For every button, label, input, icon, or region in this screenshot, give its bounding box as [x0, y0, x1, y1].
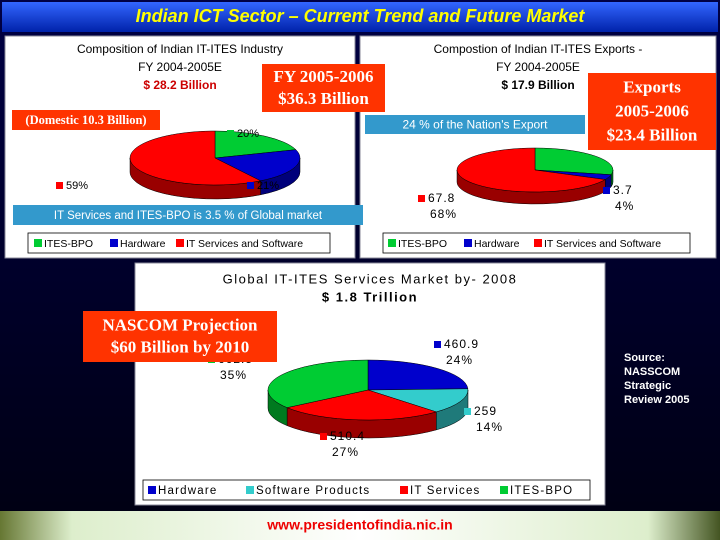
- source-line: Review 2005: [624, 394, 689, 406]
- value-number: 259: [474, 404, 497, 418]
- pie-chart: Global IT-ITES Services Market by- 2008 $…: [83, 271, 591, 501]
- legend-swatch: [388, 239, 396, 247]
- source-line: Source:: [624, 352, 665, 364]
- label-swatch: [418, 195, 425, 202]
- value-number: 3.7: [613, 183, 633, 197]
- value-label: 27%: [332, 445, 359, 459]
- annotation-box: [13, 205, 363, 225]
- label-swatch: [603, 187, 610, 194]
- value-number: 510.4: [330, 429, 365, 443]
- legend-swatch: [148, 486, 156, 494]
- legend-swatch: [34, 239, 42, 247]
- value-number: 460.9: [444, 337, 479, 351]
- chart-title: Composition of Indian IT-ITES Industry: [77, 42, 283, 56]
- legend-swatch: [176, 239, 184, 247]
- label-swatch: [227, 130, 234, 137]
- slice: [214, 130, 297, 159]
- value-label: 20%: [237, 128, 259, 140]
- chart-subtitle: FY 2004-2005E: [138, 60, 222, 74]
- legend-label: Software Products: [256, 485, 370, 497]
- chart-subtitle: FY 2004-2005E: [496, 60, 580, 74]
- legend-label: IT Services: [410, 485, 481, 497]
- value-label: 24%: [446, 353, 473, 367]
- slice: [367, 388, 469, 413]
- value-label: 21%: [257, 180, 279, 192]
- chart-title: Compostion of Indian IT-ITES Exports -: [434, 42, 643, 56]
- legend-label: IT Services and Software: [544, 238, 661, 250]
- slice: [367, 359, 469, 391]
- chart-subtitle: $ 1.8 Trillion: [322, 289, 418, 304]
- slide-title: Indian ICT Sector – Current Trend and Fu…: [136, 6, 586, 26]
- annotation-box: [12, 110, 160, 130]
- source-line: Strategic: [624, 380, 671, 392]
- slice: [286, 389, 438, 421]
- annotation-text: $60 Billion by 2010: [111, 337, 249, 356]
- label-swatch: [247, 182, 254, 189]
- legend-swatch: [464, 239, 472, 247]
- chart-title: Global IT-ITES Services Market by- 2008: [223, 271, 518, 286]
- value-number: 67.8: [428, 191, 455, 205]
- value-label: 59%: [66, 180, 88, 192]
- annotation-box: [365, 115, 585, 134]
- annotation-text: $23.4 Billion: [607, 125, 698, 144]
- header-bar: [2, 2, 718, 32]
- legend-swatch: [110, 239, 118, 247]
- source-line: NASSCOM: [624, 366, 680, 378]
- legend-swatch: [500, 486, 508, 494]
- legend-label: ITES-BPO: [398, 238, 447, 250]
- label-swatch: [464, 408, 471, 415]
- pie-chart: Compostion of Indian IT-ITES Exports - FY…: [365, 42, 716, 254]
- footer-url: www.presidentofindia.nic.in: [266, 517, 452, 533]
- annotation-text: 24 % of the Nation's Export: [402, 118, 548, 132]
- annotation-text: FY 2005-2006: [274, 67, 374, 86]
- label-swatch: [320, 433, 327, 440]
- annotation-box: [262, 64, 385, 112]
- slice: [267, 359, 369, 408]
- label-swatch: [56, 182, 63, 189]
- slice: [129, 130, 262, 186]
- legend-label: Hardware: [120, 238, 166, 250]
- legend-swatch: [246, 486, 254, 494]
- label-swatch: [434, 341, 441, 348]
- footer-bar: [0, 511, 720, 540]
- annotation-text: IT Services and ITES-BPO is 3.5 % of Glo…: [54, 210, 323, 222]
- legend-label: IT Services and Software: [186, 238, 303, 250]
- value-label: 68%: [430, 207, 457, 221]
- legend-label: Hardware: [474, 238, 520, 250]
- annotation-text: Exports: [623, 77, 681, 96]
- value-label: 35%: [220, 368, 247, 382]
- legend-swatch: [400, 486, 408, 494]
- annotation-text: $36.3 Billion: [278, 89, 369, 108]
- annotation-text: NASCOM Projection: [102, 315, 258, 334]
- annotation-box: [83, 311, 277, 362]
- legend-box: [142, 479, 591, 501]
- legend-label: Hardware: [158, 485, 217, 497]
- legend-label: ITES-BPO: [510, 485, 573, 497]
- chart-subtitle: $ 17.9 Billion: [501, 78, 574, 92]
- slice: [214, 149, 301, 182]
- annotation-box: [588, 73, 716, 150]
- chart-subtitle: $ 28.2 Billion: [143, 78, 216, 92]
- annotation-text: (Domestic 10.3 Billion): [25, 113, 146, 127]
- value-label: 4%: [615, 199, 634, 213]
- legend-label: ITES-BPO: [44, 238, 93, 250]
- slice: [534, 147, 614, 175]
- annotation-text: 2005-2006: [615, 101, 689, 120]
- slice: [456, 147, 607, 193]
- legend-swatch: [534, 239, 542, 247]
- value-label: 14%: [476, 420, 503, 434]
- pie-chart: Composition of Indian IT-ITES Industry FY…: [12, 42, 385, 254]
